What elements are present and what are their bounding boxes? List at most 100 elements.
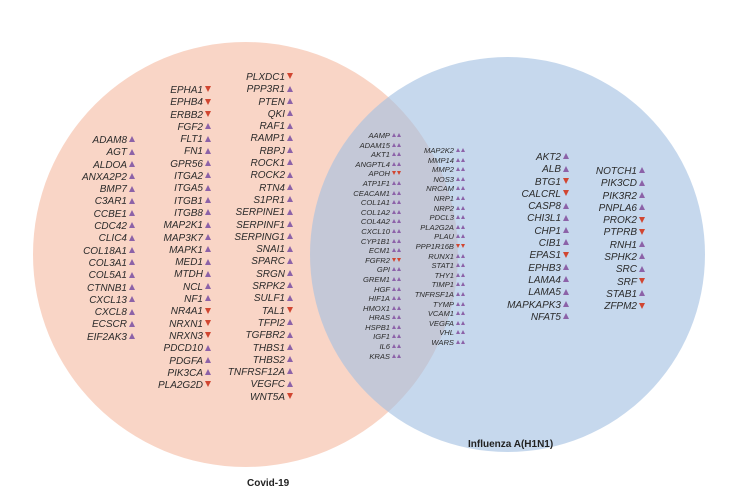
gene-entry: ECSCR — [82, 319, 135, 331]
gene-entry: FLT1 — [158, 134, 211, 146]
gene-name: ATP1F1 — [362, 178, 390, 188]
gene-entry: SRPK2 — [228, 281, 293, 293]
up-regulated-triangle-icon — [391, 142, 396, 147]
up-regulated-triangle-icon — [639, 179, 645, 186]
gene-name: SERPING1 — [234, 231, 285, 243]
up-regulated-triangle-icon — [461, 320, 465, 325]
gene-name: MAPK1 — [169, 244, 203, 256]
up-regulated-triangle-icon — [461, 205, 465, 210]
gene-name: HSPB1 — [365, 322, 390, 332]
up-regulated-triangle-icon — [129, 259, 135, 266]
down-regulated-triangle-icon — [205, 110, 211, 117]
gene-entry: PIK3R2 — [596, 191, 645, 203]
gene-entry: ERBB2 — [158, 110, 211, 122]
gene-name: MMP2 — [432, 165, 454, 175]
up-regulated-triangle-icon — [205, 160, 211, 167]
gene-entry: RAF1 — [228, 121, 293, 133]
covid-gene-column-2: EPHA1 EPHB4 ERBB2 FGF2 FLT1 FN1 GPR56 ITGA2 ITGA… — [158, 85, 211, 392]
up-regulated-triangle-icon — [391, 276, 396, 281]
up-regulated-triangle-icon — [205, 246, 211, 253]
gene-entry: PPP1R16B — [415, 242, 465, 252]
gene-entry: PPP3R1 — [228, 84, 293, 96]
gene-name: COL4A2 — [360, 217, 390, 227]
gene-entry: IGF1 — [353, 332, 401, 342]
gene-name: BTG1 — [534, 176, 561, 188]
up-regulated-triangle-icon — [287, 343, 293, 350]
gene-name: SERPINF1 — [236, 219, 285, 231]
gene-name: ADAM8 — [92, 135, 127, 146]
up-regulated-triangle-icon — [287, 208, 293, 215]
gene-name: CXCL8 — [94, 307, 127, 319]
up-regulated-triangle-icon — [563, 227, 569, 234]
gene-name: NF1 — [184, 294, 203, 306]
gene-entry: FGFR2 — [353, 256, 401, 266]
up-regulated-triangle-icon — [455, 224, 460, 229]
gene-entry: CEACAM1 — [353, 189, 401, 199]
influenza-gene-column-1: AKT2 ALB BTG1 CALCRL CASP8 CHI3L1 CHP1 CIB1 EPAS… — [507, 152, 569, 324]
shared-gene-column-2: MAP2K2 MMP14 MMP2 NOS3 NRCAM NRP1 NRP2 PDCL3 PLA… — [415, 146, 465, 347]
gene-entry: CTNNB1 — [82, 283, 135, 295]
gene-entry: TFPI2 — [228, 318, 293, 330]
gene-entry: NRXN3 — [158, 331, 211, 343]
gene-entry: CYP1B1 — [353, 237, 401, 247]
up-regulated-triangle-icon — [205, 295, 211, 302]
gene-name: CTNNB1 — [86, 282, 127, 294]
up-regulated-triangle-icon — [129, 136, 135, 143]
gene-name: NRXN3 — [169, 330, 203, 342]
gene-entry: CXCL13 — [82, 295, 135, 307]
gene-name: GPI — [376, 265, 390, 275]
up-regulated-triangle-icon — [397, 180, 401, 185]
up-regulated-triangle-icon — [639, 290, 645, 297]
gene-name: COL1A2 — [360, 207, 390, 217]
gene-entry: BMP7 — [82, 184, 135, 196]
gene-entry: NFAT5 — [507, 312, 569, 324]
gene-entry: MAPK1 — [158, 245, 211, 257]
gene-name: NOS3 — [433, 174, 454, 184]
gene-entry: PTPRB — [596, 227, 645, 239]
gene-entry: VHL — [415, 328, 465, 338]
gene-name: EPHB4 — [170, 97, 203, 109]
gene-entry: STAB1 — [596, 289, 645, 301]
gene-entry: ZFPM2 — [596, 301, 645, 313]
up-regulated-triangle-icon — [391, 190, 396, 195]
up-regulated-triangle-icon — [397, 142, 401, 147]
gene-entry: WNT5A — [228, 392, 293, 404]
up-regulated-triangle-icon — [563, 264, 569, 271]
gene-name: CLIC4 — [98, 233, 127, 245]
gene-name: WNT5A — [250, 391, 285, 403]
gene-name: ITGB1 — [174, 195, 203, 207]
up-regulated-triangle-icon — [287, 319, 293, 326]
gene-name: CYP1B1 — [360, 236, 390, 246]
gene-name: AKT1 — [371, 150, 390, 160]
up-regulated-triangle-icon — [391, 238, 396, 243]
up-regulated-triangle-icon — [563, 239, 569, 246]
gene-name: PLA2G2A — [420, 222, 454, 232]
gene-name: NRXN1 — [169, 318, 203, 330]
up-regulated-triangle-icon — [205, 356, 211, 363]
up-regulated-triangle-icon — [639, 167, 645, 174]
gene-name: COL5A1 — [88, 270, 127, 282]
up-regulated-triangle-icon — [205, 184, 211, 191]
gene-entry: CIB1 — [507, 238, 569, 250]
up-regulated-triangle-icon — [397, 152, 401, 157]
up-regulated-triangle-icon — [455, 186, 460, 191]
up-regulated-triangle-icon — [461, 148, 465, 152]
gene-entry: CXCL10 — [353, 227, 401, 237]
up-regulated-triangle-icon — [129, 173, 135, 180]
gene-entry: AKT1 — [353, 150, 401, 160]
covid-19-set-label: Covid-19 — [247, 478, 290, 489]
up-regulated-triangle-icon — [397, 238, 401, 243]
gene-name: MAP2K2 — [424, 146, 454, 155]
gene-entry: LAMA5 — [507, 287, 569, 299]
down-regulated-triangle-icon — [397, 257, 401, 262]
up-regulated-triangle-icon — [455, 215, 460, 220]
up-regulated-triangle-icon — [287, 282, 293, 289]
gene-name: RTN4 — [259, 182, 285, 194]
gene-name: AGT — [106, 147, 127, 159]
gene-name: SRPK2 — [252, 281, 285, 293]
up-regulated-triangle-icon — [287, 368, 293, 375]
up-regulated-triangle-icon — [129, 296, 135, 303]
gene-name: CDC42 — [94, 221, 127, 233]
gene-name: CXCL10 — [361, 226, 390, 236]
gene-entry: SRGN — [228, 269, 293, 281]
